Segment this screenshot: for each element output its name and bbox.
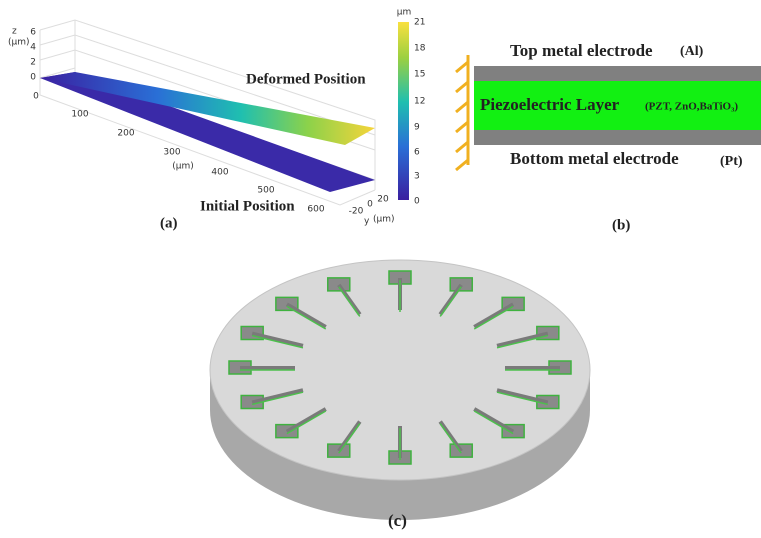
cantilever-beam xyxy=(473,407,515,434)
z-axis-unit: (μm) xyxy=(8,38,30,48)
x-tick-label: 0 xyxy=(33,92,39,102)
panel-label: (a) xyxy=(160,215,178,231)
cantilever-piezo xyxy=(496,334,548,349)
colorbar-tick-label: 6 xyxy=(414,148,420,158)
deformed-label: Deformed Position xyxy=(246,71,366,87)
z-tick-label: 4 xyxy=(30,43,36,53)
deformed-plane xyxy=(40,72,375,145)
x-tick-label: 500 xyxy=(257,186,274,196)
electrode-pad xyxy=(449,277,473,292)
cantilever-beam xyxy=(337,420,362,453)
cantilever-piezo xyxy=(286,305,327,330)
cantilever-piezo xyxy=(338,423,361,454)
layer-label: Piezoelectric Layer xyxy=(480,95,620,114)
cantilever-beam xyxy=(438,420,463,453)
material-label: (Al) xyxy=(680,44,704,59)
panel-c xyxy=(209,259,591,520)
cantilever-beam xyxy=(496,388,549,405)
x-tick-label: 600 xyxy=(307,205,324,215)
cantilever-beam xyxy=(473,302,515,329)
colorbar-tick-label: 0 xyxy=(414,197,420,207)
cantilever-beam xyxy=(285,407,327,434)
cantilever-beam xyxy=(496,331,549,348)
colorbar-tick-label: 9 xyxy=(414,123,420,133)
cantilever-beam xyxy=(251,388,304,405)
cantilever-piezo xyxy=(473,410,514,435)
layer-label: Bottom metal electrode xyxy=(510,149,679,168)
disk-side xyxy=(210,370,590,520)
electrode-pad xyxy=(388,270,412,285)
colorbar xyxy=(398,22,409,200)
cantilever-piezo xyxy=(286,410,327,435)
z-axis-title: z xyxy=(12,27,17,37)
y-tick-label: 0 xyxy=(367,200,373,210)
piezo-layer xyxy=(474,81,761,130)
initial-plane xyxy=(40,72,375,192)
panel-b xyxy=(455,55,761,172)
initial-label: Initial Position xyxy=(200,198,295,214)
cantilever-piezo xyxy=(338,286,361,317)
cantilever-piezo xyxy=(439,286,462,317)
cantilever-piezo xyxy=(473,305,514,330)
y-axis-unit: (μm) xyxy=(373,215,395,225)
y-axis-title: y xyxy=(364,217,370,227)
z-tick-label: 0 xyxy=(30,73,36,83)
wall-hatch xyxy=(455,60,469,172)
material-label: (PZT, ZnO,BaTiO₃) xyxy=(645,101,738,113)
x-tick-label: 300 xyxy=(163,148,180,158)
z-tick-label: 2 xyxy=(30,58,36,68)
bottom-electrode xyxy=(474,130,761,145)
colorbar-tick-label: 21 xyxy=(414,18,425,28)
x-tick-label: 400 xyxy=(211,168,228,178)
material-label: (Pt) xyxy=(720,154,743,169)
layer-label: Top metal electrode xyxy=(510,41,653,60)
x-tick-label: 100 xyxy=(71,110,88,120)
panel-label: (c) xyxy=(388,511,407,530)
electrode-pad xyxy=(327,277,351,292)
cantilever-beam xyxy=(285,302,327,329)
cantilever-piezo xyxy=(439,423,462,454)
y-tick-label: 20 xyxy=(377,195,389,205)
cantilever-piezo xyxy=(252,391,304,406)
colorbar-unit: μm xyxy=(397,8,412,18)
colorbar-tick-label: 3 xyxy=(414,172,420,182)
z-tick-label: 6 xyxy=(30,28,36,38)
colorbar-tick-label: 18 xyxy=(414,44,426,54)
colorbar-tick-label: 12 xyxy=(414,97,425,107)
cantilever-piezo xyxy=(496,391,548,406)
cantilever-beam xyxy=(438,283,463,316)
cantilever-beam xyxy=(251,331,304,348)
x-axis-unit: (μm) xyxy=(172,162,194,172)
x-tick-label: 200 xyxy=(117,129,134,139)
y-tick-label: -20 xyxy=(349,207,364,217)
top-electrode xyxy=(474,66,761,81)
colorbar-tick-label: 15 xyxy=(414,70,425,80)
panel-label: (b) xyxy=(612,217,630,233)
cantilever-beam xyxy=(337,283,362,316)
cantilever-piezo xyxy=(252,334,304,349)
panel-a xyxy=(39,19,409,206)
